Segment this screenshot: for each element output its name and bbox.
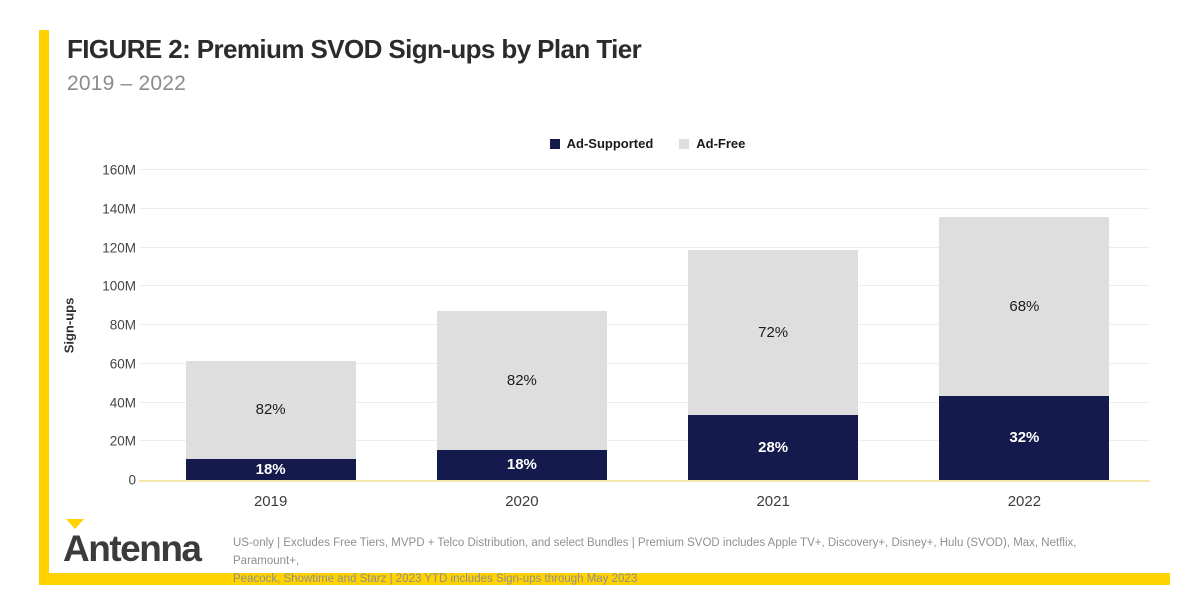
antenna-triangle-icon bbox=[66, 519, 84, 529]
y-axis-tick-label: 0 bbox=[128, 472, 136, 488]
bar-segment-label: 72% bbox=[758, 324, 789, 342]
y-axis-tick-label: 160M bbox=[102, 162, 136, 178]
bar-segment-label: 82% bbox=[255, 401, 286, 419]
y-axis-tick-label: 140M bbox=[102, 201, 136, 217]
bar-segment-label: 68% bbox=[1009, 297, 1040, 315]
bar-segment-ad-free: 68% bbox=[939, 216, 1110, 396]
bar-segment-ad-free: 82% bbox=[185, 360, 356, 459]
x-axis-tick-label: 2022 bbox=[1007, 493, 1042, 510]
antenna-logo-text: Antenna bbox=[63, 528, 202, 569]
bar-segment-ad-supported: 18% bbox=[436, 449, 607, 480]
chart-legend: Ad-Supported Ad-Free bbox=[145, 136, 1150, 151]
bar-segment-ad-free: 72% bbox=[688, 250, 859, 416]
bar-segment-label: 18% bbox=[506, 456, 537, 474]
plot-area: 18% 82% 2019 18% 82% 2020 28% 72% 2021 32% 68% 2022 bbox=[139, 169, 1150, 510]
bar-segment-label: 82% bbox=[506, 372, 537, 390]
footnote-line: Peacock, Showtime and Starz | 2023 YTD i… bbox=[233, 572, 638, 585]
gridline bbox=[140, 440, 1150, 442]
gridline bbox=[140, 169, 1150, 170]
legend-label: Ad-Free bbox=[696, 136, 746, 151]
accent-bar-bottom bbox=[39, 573, 1170, 585]
bar-segment-label: 18% bbox=[255, 460, 286, 478]
legend-label: Ad-Supported bbox=[566, 136, 654, 151]
y-axis-tick-label: 20M bbox=[109, 433, 136, 449]
bar-segment-ad-supported: 28% bbox=[688, 415, 859, 480]
y-axis-tick-label: 60M bbox=[109, 356, 136, 372]
y-axis-tick-label: 40M bbox=[109, 395, 136, 410]
footnote-line: US-only | Excludes Free Tiers, MVPD + Te… bbox=[233, 537, 1077, 567]
gridline bbox=[140, 207, 1150, 209]
accent-bar-left bbox=[39, 30, 49, 585]
legend-swatch-icon bbox=[679, 138, 690, 149]
gridline bbox=[140, 362, 1150, 364]
y-axis-tick-label: 120M bbox=[102, 240, 136, 255]
bar-segment-ad-free: 82% bbox=[436, 311, 607, 450]
figure-header: FIGURE 2: Premium SVOD Sign-ups by Plan … bbox=[67, 34, 642, 96]
bar-segment-ad-supported: 32% bbox=[939, 395, 1110, 480]
figure-title: FIGURE 2: Premium SVOD Sign-ups by Plan … bbox=[67, 34, 642, 64]
bar-2022: 32% 68% 2022 bbox=[939, 170, 1110, 510]
y-axis-ticks: 0 20M 40M 60M 80M 100M 120M 140M 160M bbox=[60, 163, 136, 488]
legend-swatch-icon bbox=[549, 138, 560, 149]
x-axis-tick-label: 2019 bbox=[253, 493, 288, 510]
source-footnote: US-only | Excludes Free Tiers, MVPD + Te… bbox=[233, 535, 1133, 588]
x-axis-tick-label: 2020 bbox=[505, 493, 539, 510]
bar-2021: 28% 72% 2021 bbox=[688, 170, 859, 510]
bar-segment-ad-supported: 18% bbox=[185, 458, 356, 480]
legend-item-ad-supported: Ad-Supported bbox=[549, 136, 654, 151]
bar-2020: 18% 82% 2020 bbox=[436, 170, 607, 510]
bar-segment-label: 28% bbox=[758, 439, 789, 457]
y-axis-tick-label: 80M bbox=[109, 317, 136, 333]
y-axis-tick-label: 100M bbox=[102, 278, 136, 294]
bar-2019: 18% 82% 2019 bbox=[185, 170, 356, 510]
x-axis-baseline bbox=[139, 480, 1150, 482]
legend-item-ad-free: Ad-Free bbox=[679, 136, 745, 151]
figure-subtitle: 2019 – 2022 bbox=[67, 72, 186, 95]
gridline bbox=[140, 401, 1150, 403]
x-axis-tick-label: 2021 bbox=[756, 493, 790, 510]
gridline bbox=[140, 246, 1150, 248]
gridline bbox=[140, 285, 1150, 287]
gridline bbox=[140, 324, 1150, 325]
bar-segment-label: 32% bbox=[1009, 429, 1040, 447]
antenna-logo: Antenna bbox=[63, 519, 202, 569]
